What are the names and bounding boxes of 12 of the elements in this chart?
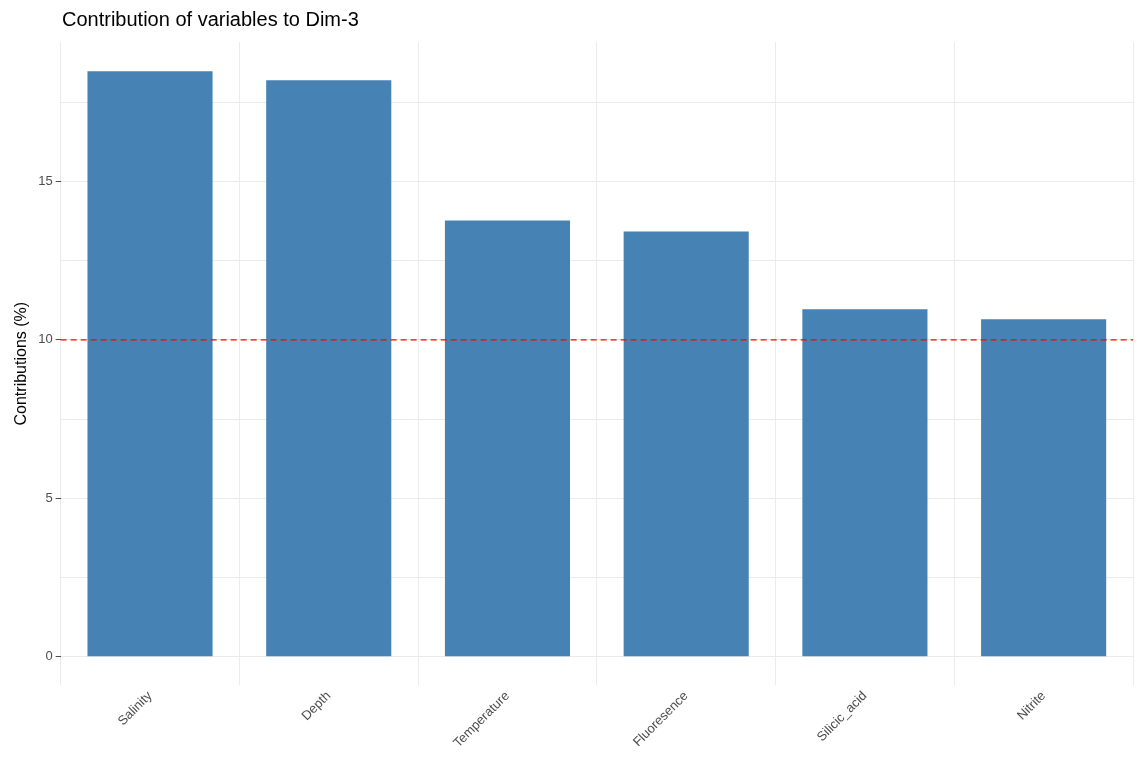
- bar: [981, 319, 1107, 657]
- y-tick-label: 10: [38, 331, 53, 347]
- y-tick-label: 5: [45, 489, 53, 505]
- y-tick-label: 0: [45, 648, 53, 664]
- bar: [802, 309, 928, 657]
- bar: [444, 220, 571, 657]
- chart-title: Contribution of variables to Dim-3: [62, 8, 359, 31]
- bar: [623, 231, 749, 657]
- y-axis-title: Contributions (%): [12, 301, 30, 426]
- y-tick-label: 15: [38, 173, 53, 189]
- bar: [266, 80, 392, 657]
- bar: [87, 71, 213, 657]
